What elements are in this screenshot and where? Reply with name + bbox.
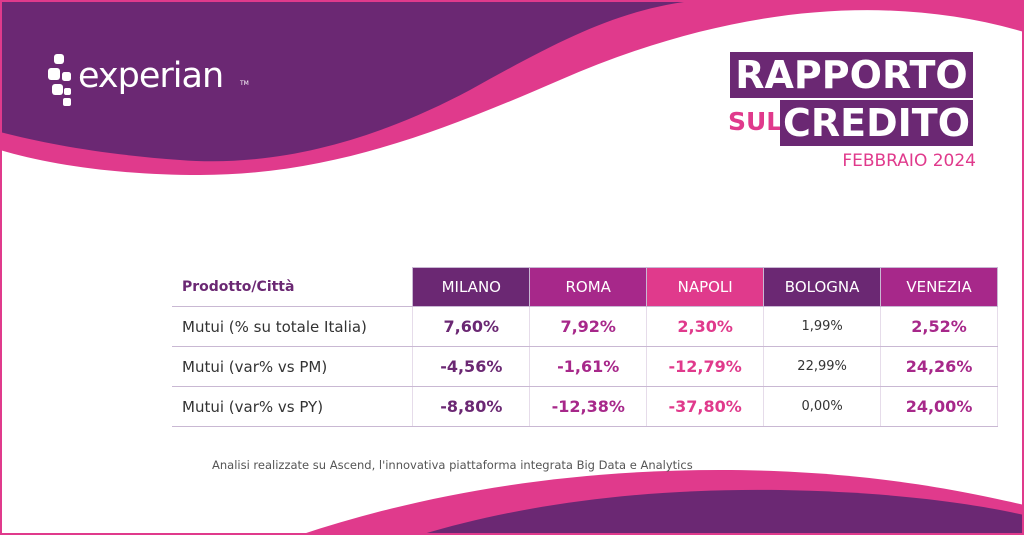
- table-cell: 1,99%: [763, 306, 882, 347]
- report-title-line2: CREDITO: [780, 100, 973, 146]
- table-cell: -12,79%: [646, 346, 765, 387]
- report-title-line1: RAPPORTO: [730, 52, 973, 98]
- logo-wordmark: experian: [78, 56, 224, 96]
- table-row: Mutui (var% vs PM) -4,56% -1,61% -12,79%…: [172, 346, 998, 387]
- column-header: ROMA: [529, 267, 648, 307]
- table-cell: 22,99%: [763, 346, 882, 387]
- logo-dots-icon: [48, 54, 71, 106]
- table-cell: 24,00%: [880, 386, 998, 427]
- bottom-purple-wave: [420, 489, 1024, 535]
- report-title-sul: SUL: [728, 107, 783, 136]
- table-cell: -4,56%: [412, 346, 531, 387]
- row-label: Mutui (% su totale Italia): [172, 306, 414, 347]
- table-cell: -8,80%: [412, 386, 531, 427]
- column-header: MILANO: [412, 267, 531, 307]
- experian-logo: experian TM: [48, 48, 249, 108]
- table-row: Mutui (% su totale Italia) 7,60% 7,92% 2…: [172, 306, 998, 347]
- table-cell: -1,61%: [529, 346, 648, 387]
- city-mortgage-table: Prodotto/Città MILANO ROMA NAPOLI BOLOGN…: [172, 267, 998, 427]
- table-cell: 2,30%: [646, 306, 765, 347]
- table-cell: 24,26%: [880, 346, 998, 387]
- column-header: NAPOLI: [646, 267, 765, 307]
- column-header: VENEZIA: [880, 267, 998, 307]
- footnote: Analisi realizzate su Ascend, l'innovati…: [212, 458, 693, 472]
- top-purple-wave: [0, 0, 700, 162]
- row-label: Mutui (var% vs PM): [172, 346, 414, 387]
- table-cell: 2,52%: [880, 306, 998, 347]
- logo-trademark: TM: [240, 80, 249, 87]
- table-header-row: Prodotto/Città MILANO ROMA NAPOLI BOLOGN…: [172, 267, 998, 307]
- table-cell: -12,38%: [529, 386, 648, 427]
- table-row: Mutui (var% vs PY) -8,80% -12,38% -37,80…: [172, 386, 998, 427]
- row-label: Mutui (var% vs PY): [172, 386, 414, 427]
- corner-header: Prodotto/Città: [172, 267, 414, 307]
- table-cell: -37,80%: [646, 386, 765, 427]
- table-cell: 7,60%: [412, 306, 531, 347]
- report-date: FEBBRAIO 2024: [842, 151, 976, 171]
- table-cell: 7,92%: [529, 306, 648, 347]
- column-header: BOLOGNA: [763, 267, 882, 307]
- table-cell: 0,00%: [763, 386, 882, 427]
